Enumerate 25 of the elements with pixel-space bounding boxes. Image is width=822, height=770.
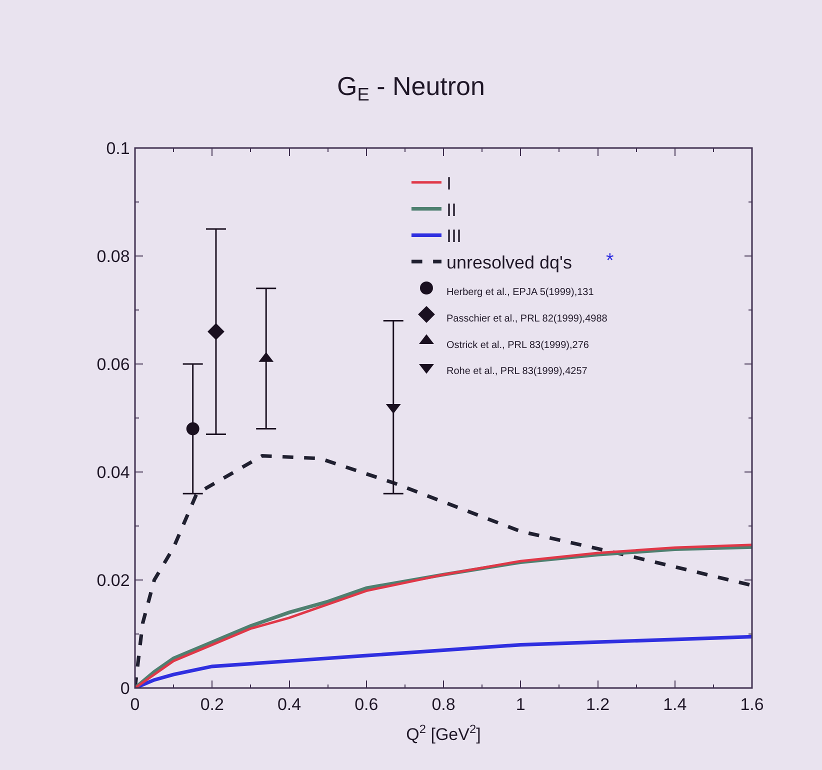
y-tick-label: 0 bbox=[120, 678, 130, 698]
x-tick-label: 0.4 bbox=[277, 695, 302, 714]
x-tick-label: 1.4 bbox=[663, 695, 687, 714]
x-tick-label: 0.8 bbox=[432, 695, 456, 714]
x-tick-label: 0.2 bbox=[200, 695, 224, 714]
y-tick-label: 0.04 bbox=[96, 462, 130, 482]
x-tick-label: 0.6 bbox=[354, 695, 378, 714]
legend-label: I bbox=[446, 173, 452, 194]
annotation: * bbox=[606, 250, 614, 272]
legend-label: Rohe et al., PRL 83(1999),4257 bbox=[446, 366, 588, 378]
legend-label: Ostrick et al., PRL 83(1999),276 bbox=[446, 340, 590, 351]
x-tick-label: 1.6 bbox=[740, 695, 764, 714]
y-tick-label: 0.08 bbox=[96, 246, 130, 266]
y-tick-label: 0.1 bbox=[106, 138, 130, 158]
y-tick-label: 0.02 bbox=[96, 570, 130, 590]
x-axis-title: Q$^{2}$ [GeV$^{2}$] bbox=[406, 722, 481, 744]
legend-label: II bbox=[446, 200, 456, 220]
chart-title: G$_{E}$ - Neutron bbox=[337, 71, 485, 105]
legend-label: Passchier et al., PRL 82(1999),4988 bbox=[446, 313, 608, 324]
legend-label: unresolved dq's bbox=[446, 252, 572, 273]
legend-label: III bbox=[446, 226, 462, 246]
legend-label: Herberg et al., EPJA 5(1999),131 bbox=[446, 287, 594, 298]
y-tick-label: 0.06 bbox=[96, 354, 130, 374]
x-tick-label: 1 bbox=[516, 695, 526, 714]
x-tick-label: 1.2 bbox=[586, 695, 610, 714]
